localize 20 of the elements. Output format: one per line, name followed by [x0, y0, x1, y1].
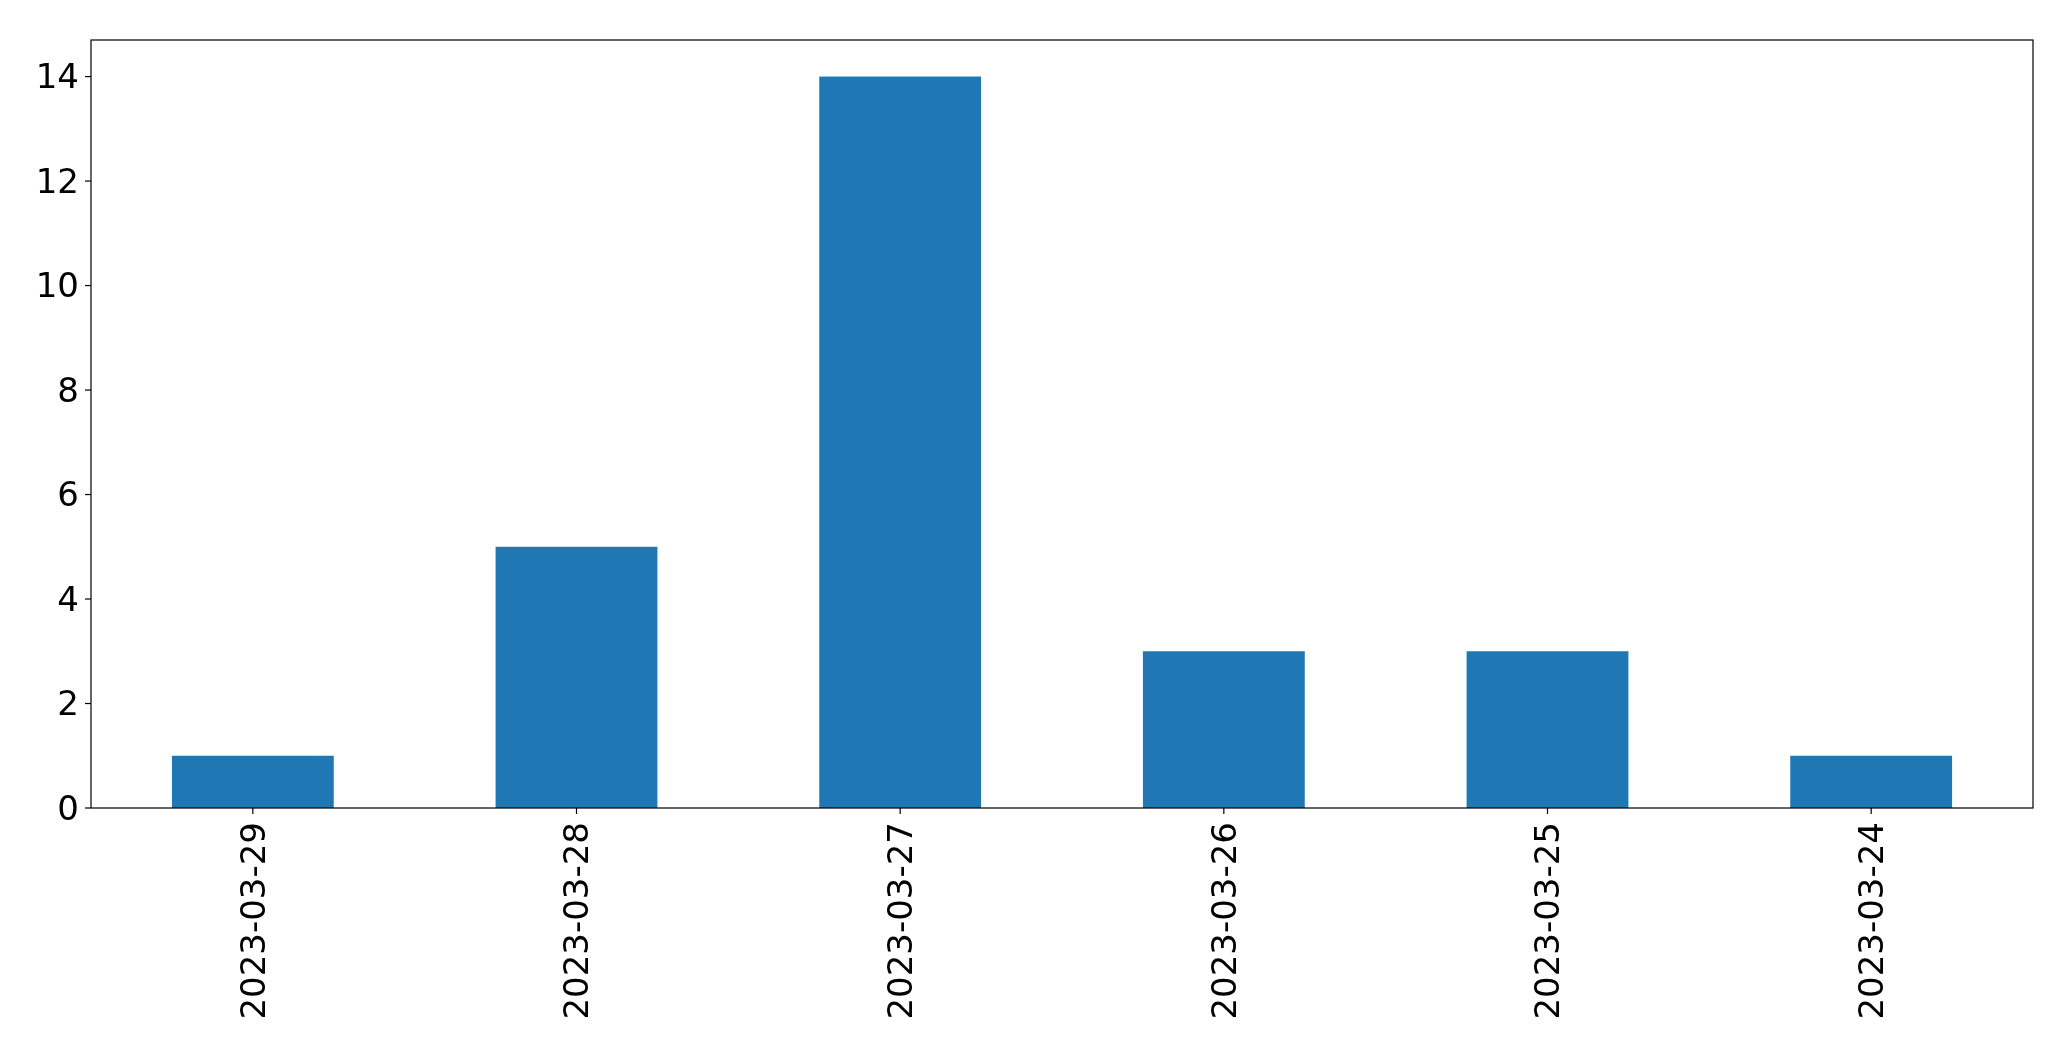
- x-tick-label: 2023-03-25: [1527, 822, 1568, 1020]
- bar: [495, 546, 658, 808]
- x-tick-label: 2023-03-24: [1851, 822, 1892, 1020]
- x-tick-label: 2023-03-29: [232, 822, 273, 1020]
- bar: [1142, 651, 1305, 808]
- y-tick-label: 4: [57, 578, 79, 619]
- y-tick-label: 12: [35, 160, 79, 201]
- y-tick-label: 6: [57, 474, 79, 515]
- y-tick-label: 10: [35, 265, 79, 306]
- x-tick-label: 2023-03-28: [556, 822, 597, 1020]
- y-tick-label: 2: [57, 683, 79, 724]
- bar: [171, 755, 334, 808]
- bar: [1466, 651, 1629, 808]
- x-tick-label: 2023-03-27: [880, 822, 921, 1020]
- y-tick-label: 14: [35, 56, 79, 97]
- x-tick-label: 2023-03-26: [1203, 822, 1244, 1020]
- y-tick-label: 8: [57, 369, 79, 410]
- bar: [819, 76, 982, 808]
- bar: [1790, 755, 1953, 808]
- y-tick-label: 0: [57, 787, 79, 828]
